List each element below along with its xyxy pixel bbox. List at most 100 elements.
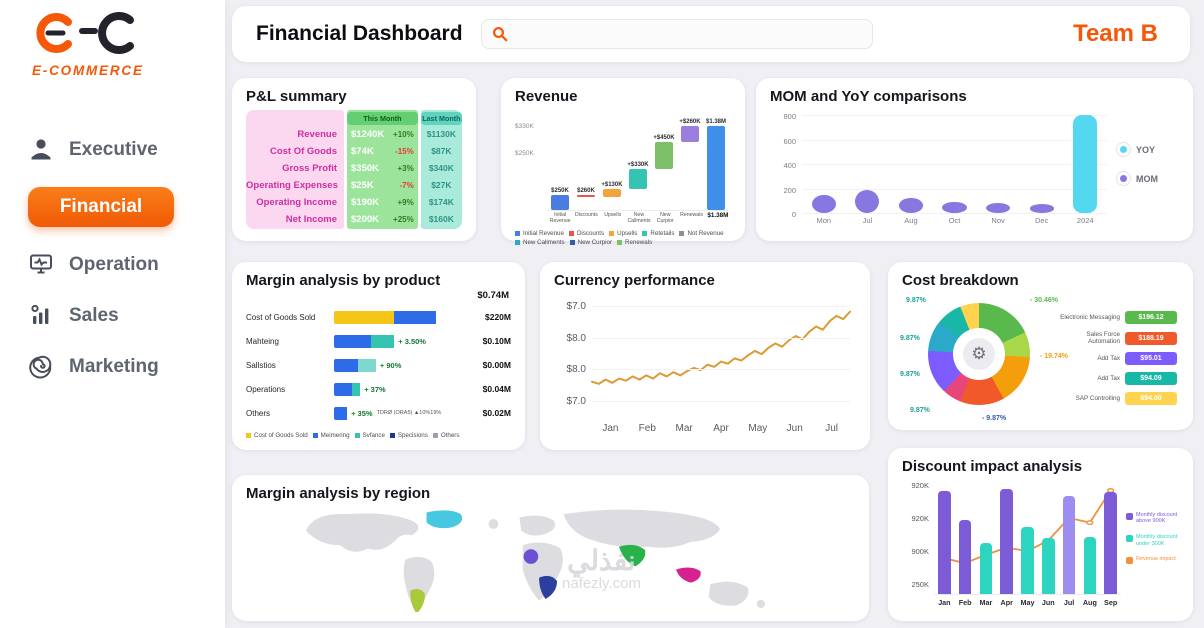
x-axis-label: Mar	[979, 598, 993, 607]
legend-item: Meimering	[312, 432, 350, 439]
legend-item: Monthly discount under 300K	[1126, 534, 1179, 547]
legend-label: Add Tax	[1097, 355, 1120, 362]
x-axis-label: Discounts	[575, 212, 598, 218]
legend-item: Add Tax $94.09	[1054, 372, 1177, 385]
legend-swatch	[569, 240, 575, 246]
sidebar-item-operation[interactable]: Operation	[28, 251, 225, 278]
donut-ring: ⚙	[928, 303, 1030, 405]
legend-label: Svfance	[362, 432, 385, 439]
legend-item: Cost of Goods Sold	[246, 432, 308, 439]
stacked-hbar-chart: Cost of Goods Sold $220M Mahteing + 3.50% $0…	[246, 305, 511, 425]
change-value: +9%	[397, 198, 414, 207]
x-axis-label: Upsells	[604, 212, 622, 218]
value: $1240K	[351, 129, 385, 140]
waterfall-bar: +$450K	[653, 135, 675, 170]
change-badge: + 35%	[351, 408, 373, 418]
legend-label: Revenue impact	[1136, 556, 1176, 563]
gridline: $8.0	[567, 333, 850, 344]
bar-value-label: $260K	[577, 187, 595, 194]
x-axis-label: Jul	[862, 216, 873, 225]
value: $74K	[351, 146, 374, 157]
card-title: Cost breakdown	[902, 272, 1019, 289]
gear-icon: ⚙	[963, 338, 995, 370]
stacked-bar: + 35% TDRØ (ORA5) ▲10%19%	[334, 406, 465, 420]
percent-callout: 9.87%	[900, 371, 920, 378]
gridline: 200	[783, 186, 1107, 195]
percent-callout: 9.87%	[900, 335, 920, 342]
percent-callout: 9.87%	[906, 297, 926, 304]
legend-item: Renewals	[617, 239, 652, 246]
y-axis-label: 0	[791, 210, 796, 219]
sidebar: E-COMMERCE Executive Financial Operation	[0, 0, 225, 628]
bar	[898, 198, 923, 213]
pnl-labels-column: Revenue Cost Of Goods Gross Profit Operatin…	[246, 110, 344, 229]
bar	[979, 542, 993, 594]
ecommerce-logo: E-COMMERCE	[0, 0, 225, 78]
y-axis-label: 600	[783, 136, 796, 146]
bar-value-label: $1.38M	[705, 119, 726, 126]
x-axis: Jan Feb Mar Apr May Jun Jul	[592, 423, 850, 434]
waterfall-plot: $250K $260K +$130K +$330K +$450K +$260K $1.38M	[547, 119, 729, 211]
y-axis: 920K 920K 900K 250K	[902, 481, 934, 595]
bar	[1062, 496, 1076, 594]
x-axis-label: Aug	[1082, 598, 1097, 607]
x-axis-label: Jul	[825, 423, 838, 434]
legend-label: Renewals	[625, 239, 653, 247]
legend-label: YOY	[1136, 144, 1156, 155]
gridline: 0	[792, 210, 1107, 219]
change-value: -15%	[395, 147, 414, 156]
margin-by-region-card: Margin analysis by region نفذلي nafezly.…	[232, 475, 869, 621]
bar-segment	[357, 358, 376, 372]
search-input[interactable]	[516, 26, 862, 42]
legend-swatch	[568, 231, 574, 237]
legend-label: New Curpior	[577, 239, 612, 247]
bar-plot: 800 600 400 200 0	[783, 112, 1107, 219]
gridline: $7.0	[567, 396, 850, 407]
legend-label: New Callments	[523, 239, 565, 247]
change-value: +25%	[393, 215, 414, 224]
legend-item: Not Revenue	[679, 230, 724, 237]
legend-swatch	[1126, 557, 1133, 565]
monitor-icon	[28, 251, 55, 278]
legend-label: Specisions	[397, 432, 428, 439]
discount-impact-card: Discount impact analysis 920K 920K 900K 250…	[888, 448, 1193, 621]
change-value: -7%	[399, 181, 414, 190]
brand-text: E-COMMERCE	[32, 63, 144, 78]
gridline: 800	[783, 112, 1107, 121]
sidebar-item-sales[interactable]: Sales	[28, 302, 225, 329]
x-axis-label: Jul	[1063, 598, 1075, 607]
bar	[1073, 115, 1098, 213]
search-box[interactable]	[480, 19, 873, 49]
sidebar-item-marketing[interactable]: Marketing	[28, 353, 225, 380]
bar-segment	[394, 310, 437, 324]
column-header: This Month	[347, 112, 418, 125]
legend-item: Add Tax $95.01	[1054, 352, 1177, 365]
legend-swatch	[1126, 512, 1133, 520]
pnl-row-label: Net Income	[285, 214, 337, 225]
y-axis-label: 920K	[911, 514, 929, 523]
column-header: Last Month	[420, 112, 462, 125]
x-axis-label: Initial Revenue	[549, 212, 571, 224]
value: $200K	[351, 214, 379, 225]
legend-item: Monthly discount above 900K	[1126, 512, 1179, 525]
sidebar-item-financial[interactable]: Financial	[28, 187, 174, 227]
row-label: Cost of Goods Sold	[246, 312, 316, 322]
bar-segment	[334, 358, 358, 372]
gridline: $8.0	[567, 364, 850, 375]
x-axis-label: Feb	[638, 423, 656, 434]
x-axis-label: Sep	[1104, 598, 1118, 607]
map-region-greenland	[426, 510, 463, 529]
pnl-table: Revenue Cost Of Goods Gross Profit Operatin…	[246, 110, 462, 229]
card-title: P&L summary	[246, 88, 347, 105]
legend-label: MOM	[1136, 173, 1158, 184]
value: $25K	[351, 180, 374, 191]
legend-label: Upsells	[617, 230, 638, 238]
legend-swatch	[246, 433, 251, 438]
pnl-this-month-value: $1240K +10%	[347, 127, 418, 142]
legend-label: Meimering	[320, 432, 350, 439]
bar-segment	[352, 382, 361, 396]
bar-plot	[934, 481, 1121, 595]
marketing-spiral-icon	[28, 353, 55, 380]
sidebar-item-executive[interactable]: Executive	[28, 136, 225, 163]
legend-item: Retetails	[642, 230, 674, 237]
